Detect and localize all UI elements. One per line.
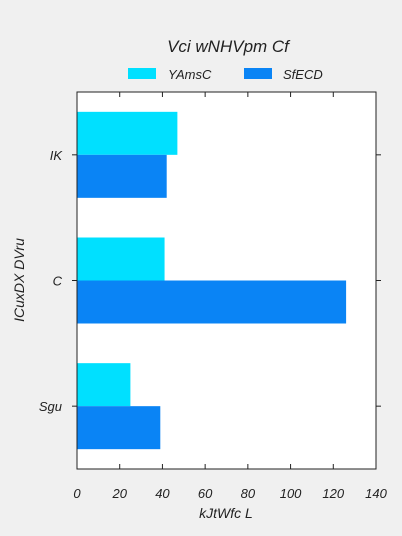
x-tick-label: 20 <box>111 486 127 501</box>
legend-label-1: SfECD <box>283 67 323 82</box>
bar-IK-YAmsC <box>77 111 178 155</box>
x-axis-label: kJtWfc L <box>199 505 253 521</box>
bar-C-SfECD <box>77 280 347 324</box>
legend-swatch-1 <box>244 68 272 79</box>
y-axis-label: ICuxDX DVru <box>11 238 27 322</box>
bar-Sgu-YAmsC <box>77 363 131 407</box>
x-tick-label: 80 <box>241 486 256 501</box>
bar-IK-SfECD <box>77 154 167 198</box>
bar-Sgu-SfECD <box>77 406 161 450</box>
x-tick-label: 100 <box>280 486 302 501</box>
plot-frame <box>76 91 377 470</box>
x-tick-label: 40 <box>155 486 170 501</box>
x-tick-label: 0 <box>73 486 81 501</box>
bars <box>77 111 347 450</box>
y-tick-label: Sgu <box>39 399 62 414</box>
legend-label-0: YAmsC <box>168 67 212 82</box>
x-tick-label: 120 <box>322 486 344 501</box>
y-tick-label: IK <box>50 148 64 163</box>
x-tick-label: 60 <box>198 486 213 501</box>
bar-C-YAmsC <box>77 237 165 281</box>
legend-swatch-0 <box>128 68 156 79</box>
chart-title: Vci wNHVpm Cf <box>167 37 291 56</box>
legend: YAmsC SfECD <box>128 67 323 82</box>
x-tick-label: 140 <box>365 486 387 501</box>
y-tick-label: C <box>53 274 63 289</box>
